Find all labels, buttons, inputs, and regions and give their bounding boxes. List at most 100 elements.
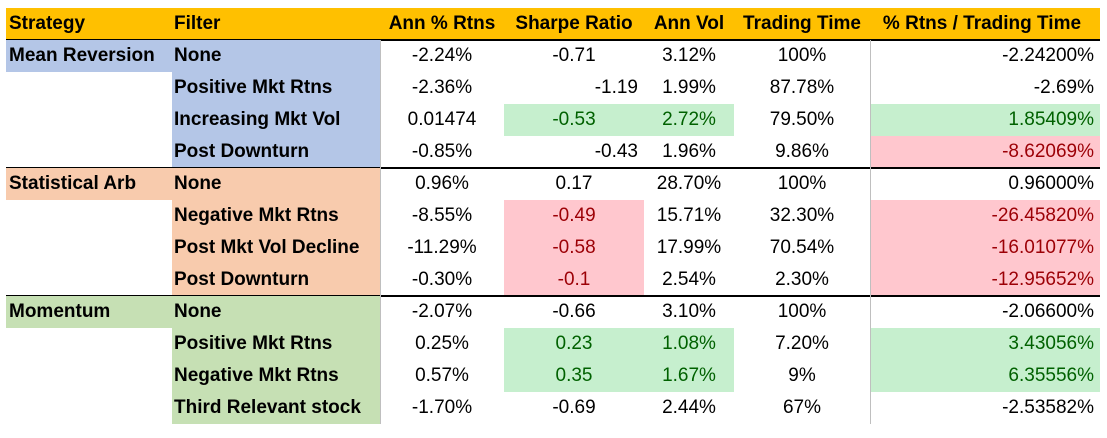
column-divider <box>380 40 381 424</box>
cell-ann-vol: 2.72% <box>644 104 734 136</box>
table-row: Positive Mkt Rtns -2.36% -1.19 1.99% 87.78% -… <box>6 72 1100 104</box>
cell-trading-time: 79.50% <box>769 109 835 130</box>
header-filter: Filter <box>174 13 221 34</box>
cell-rtns-per-trading-time: -2.24200% <box>1002 45 1094 66</box>
group-separator <box>6 167 1100 169</box>
cell-ann-vol: 3.12% <box>662 45 716 66</box>
cell-strategy <box>6 264 172 296</box>
cell-trading-time: 7.20% <box>775 333 829 354</box>
column-divider <box>870 40 871 424</box>
cell-sharpe-ratio: -0.66 <box>552 301 596 322</box>
cell-rtns-per-trading-time: 6.35556% <box>870 360 1100 392</box>
cell-strategy <box>6 328 172 360</box>
cell-rtns-per-trading-time: -2.06600% <box>1002 301 1094 322</box>
cell-rtns-per-trading-time: 1.85409% <box>870 104 1100 136</box>
cell-rtns-per-trading-time: -16.01077% <box>870 232 1100 264</box>
cell-filter: Post Mkt Vol Decline <box>172 232 380 264</box>
cell-ann-rtns: -0.85% <box>411 141 473 162</box>
cell-rtns-per-trading-time: -2.53582% <box>1002 397 1094 418</box>
cell-filter: None <box>172 296 380 328</box>
cell-ann-rtns: -2.36% <box>411 77 473 98</box>
table-row: Increasing Mkt Vol 0.01474 -0.53 2.72% 79.50… <box>6 104 1100 136</box>
table-row: Post Downturn -0.85% -0.43 1.96% 9.86% -8.620… <box>6 136 1100 168</box>
cell-filter: Positive Mkt Rtns <box>172 72 380 104</box>
cell-strategy: Statistical Arb <box>6 168 172 200</box>
cell-sharpe-ratio: 0.17 <box>555 173 593 194</box>
cell-strategy <box>6 136 172 168</box>
header-strategy: Strategy <box>9 13 86 34</box>
cell-ann-vol: 1.67% <box>644 360 734 392</box>
table-row: Statistical Arb None 0.96% 0.17 28.70% 100% 0.… <box>6 168 1100 200</box>
cell-strategy <box>6 72 172 104</box>
cell-sharpe-ratio: -0.49 <box>504 200 644 232</box>
cell-trading-time: 67% <box>782 397 822 418</box>
cell-ann-vol: 2.44% <box>662 397 716 418</box>
cell-strategy <box>6 232 172 264</box>
cell-filter: Increasing Mkt Vol <box>172 104 380 136</box>
cell-trading-time: 9% <box>788 365 816 386</box>
group-separator <box>6 39 1100 41</box>
cell-trading-time: 87.78% <box>769 77 835 98</box>
cell-sharpe-ratio: -1.19 <box>594 77 638 98</box>
cell-sharpe-ratio: -0.43 <box>594 141 638 162</box>
cell-filter: Post Downturn <box>172 136 380 168</box>
cell-ann-rtns: -2.24% <box>411 45 473 66</box>
cell-trading-time: 70.54% <box>769 237 835 258</box>
cell-sharpe-ratio: 0.23 <box>504 328 644 360</box>
header-row: Strategy Filter Ann % Rtns Sharpe Ratio … <box>6 8 1100 40</box>
cell-strategy <box>6 360 172 392</box>
cell-trading-time: 9.86% <box>775 141 829 162</box>
cell-rtns-per-trading-time: -12.95652% <box>870 264 1100 296</box>
cell-trading-time: 32.30% <box>769 205 835 226</box>
cell-filter: None <box>172 40 380 72</box>
cell-ann-vol: 17.99% <box>656 237 722 258</box>
cell-trading-time: 100% <box>777 45 827 66</box>
header-rtns-per-trading-time: % Rtns / Trading Time <box>882 13 1082 34</box>
cell-ann-rtns: 0.01474 <box>407 109 477 130</box>
cell-filter: Negative Mkt Rtns <box>172 200 380 232</box>
cell-sharpe-ratio: -0.69 <box>552 397 596 418</box>
cell-rtns-per-trading-time: 0.96000% <box>1008 173 1094 194</box>
cell-ann-vol: 2.54% <box>662 269 716 290</box>
cell-sharpe-ratio: -0.53 <box>504 104 644 136</box>
table-row: Post Mkt Vol Decline -11.29% -0.58 17.99% 70… <box>6 232 1100 264</box>
table-row: Negative Mkt Rtns 0.57% 0.35 1.67% 9% 6.35556… <box>6 360 1100 392</box>
header-sharpe-ratio: Sharpe Ratio <box>515 13 633 34</box>
cell-sharpe-ratio: -0.1 <box>504 264 644 296</box>
table-row: Mean Reversion None -2.24% -0.71 3.12% 100% -2… <box>6 40 1100 72</box>
cell-filter: Third Relevant stock <box>172 392 380 424</box>
cell-ann-vol: 28.70% <box>656 173 722 194</box>
cell-ann-vol: 15.71% <box>656 205 722 226</box>
cell-ann-rtns: -0.30% <box>411 269 473 290</box>
cell-strategy: Mean Reversion <box>6 40 172 72</box>
cell-ann-rtns: -11.29% <box>407 237 477 258</box>
cell-trading-time: 100% <box>777 301 827 322</box>
cell-ann-vol: 1.96% <box>662 141 716 162</box>
cell-ann-rtns: 0.96% <box>415 173 469 194</box>
cell-ann-vol: 3.10% <box>662 301 716 322</box>
cell-strategy <box>6 104 172 136</box>
table-row: Negative Mkt Rtns -8.55% -0.49 15.71% 32.30%… <box>6 200 1100 232</box>
cell-sharpe-ratio: -0.58 <box>504 232 644 264</box>
cell-ann-vol: 1.99% <box>662 77 716 98</box>
cell-filter: None <box>172 168 380 200</box>
cell-rtns-per-trading-time: -26.45820% <box>870 200 1100 232</box>
cell-strategy: Momentum <box>6 296 172 328</box>
cell-filter: Negative Mkt Rtns <box>172 360 380 392</box>
cell-strategy <box>6 200 172 232</box>
cell-ann-rtns: 0.25% <box>415 333 469 354</box>
cell-filter: Positive Mkt Rtns <box>172 328 380 360</box>
table-row: Post Downturn -0.30% -0.1 2.54% 2.30% -12.956… <box>6 264 1100 296</box>
cell-ann-vol: 1.08% <box>644 328 734 360</box>
header-trading-time: Trading Time <box>743 13 861 34</box>
cell-filter: Post Downturn <box>172 264 380 296</box>
cell-rtns-per-trading-time: -2.69% <box>1033 77 1094 98</box>
table-row: Positive Mkt Rtns 0.25% 0.23 1.08% 7.20% 3.43… <box>6 328 1100 360</box>
cell-ann-rtns: -8.55% <box>411 205 473 226</box>
table-row: Third Relevant stock -1.70% -0.69 2.44% 67% -… <box>6 392 1100 424</box>
cell-strategy <box>6 392 172 424</box>
group-separator <box>6 295 1100 297</box>
header-ann-rtns: Ann % Rtns <box>388 13 496 34</box>
header-ann-vol: Ann Vol <box>653 13 725 34</box>
cell-ann-rtns: 0.57% <box>415 365 469 386</box>
